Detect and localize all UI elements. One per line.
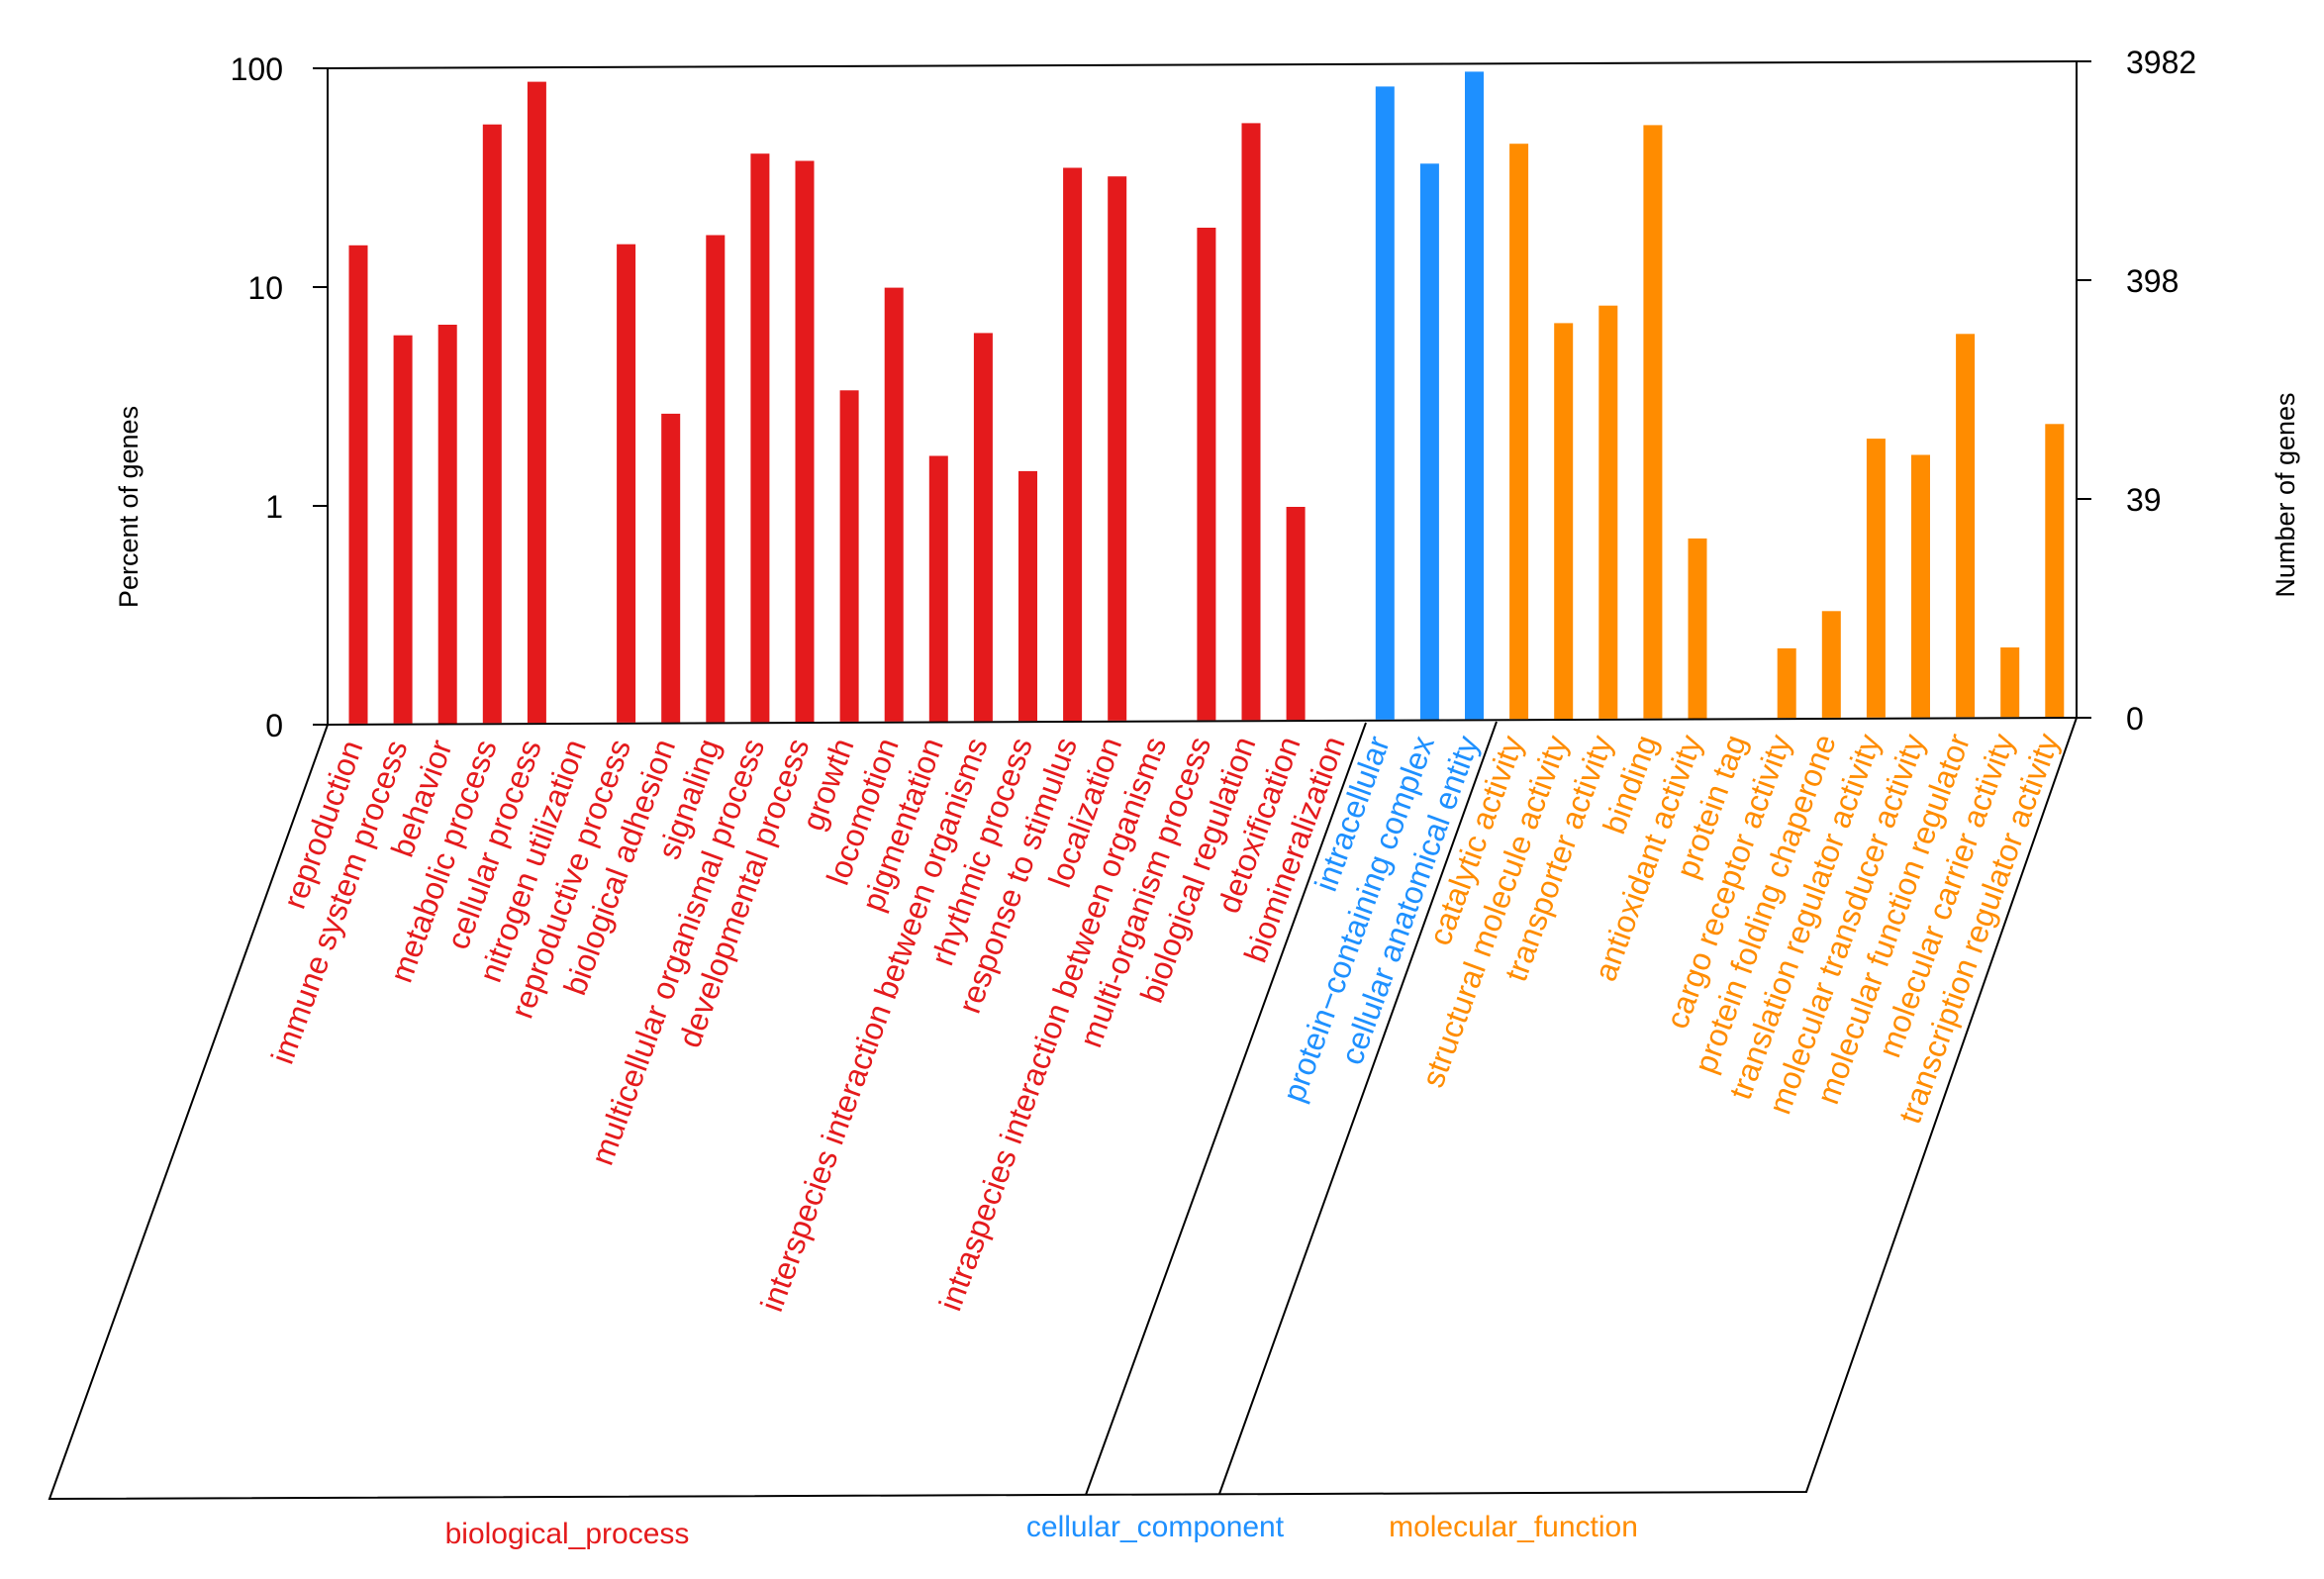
bar-developmental-process — [795, 160, 815, 723]
bar-transcription-regulator-activity — [2045, 424, 2065, 717]
bar-multi-organism-process — [1197, 228, 1216, 721]
bar-localization — [1108, 176, 1127, 721]
left-tick-label: 0 — [265, 708, 283, 743]
bar-metabolic-process — [482, 124, 502, 724]
left-axis-title: Percent of genes — [114, 406, 144, 608]
bar-molecular-function-regulator — [1956, 334, 1976, 718]
group-labels-layer: biological_process cellular_component mole… — [445, 1511, 1638, 1550]
tick-labels: 100 10 1 0 3982 398 39 0 — [231, 45, 2197, 743]
bar-catalytic-activity — [1509, 144, 1529, 720]
bar-behavior — [437, 325, 457, 724]
left-tick-label: 1 — [265, 489, 283, 525]
bar-immune-system-process — [393, 335, 413, 724]
right-tick-label: 39 — [2126, 482, 2162, 518]
bar-molecular-transducer-activity — [1911, 454, 1930, 718]
left-tick-label: 100 — [231, 51, 283, 87]
bar-pigmentation — [928, 455, 948, 722]
panel-divider-bp-cc — [1085, 722, 1367, 1496]
bar-structural-molecule-activity — [1554, 323, 1574, 720]
right-axis-title: Number of genes — [2271, 392, 2300, 597]
bar-locomotion — [884, 287, 904, 722]
bar-detoxification — [1286, 507, 1306, 721]
group-label-biological-process: biological_process — [445, 1518, 690, 1550]
bar-signaling — [706, 235, 726, 723]
bar-multicellular-organismal-process — [750, 153, 770, 723]
x-axis-baseline — [327, 717, 2078, 726]
bar-reproduction — [348, 245, 368, 724]
right-tick-label: 0 — [2126, 701, 2144, 737]
top-border — [327, 60, 2078, 69]
frame-layer — [48, 60, 2091, 1501]
bar-rhythmic-process — [1018, 470, 1037, 722]
bar-cellular-anatomical-entity — [1465, 71, 1484, 720]
right-tick-label: 398 — [2126, 263, 2179, 299]
bar-interspecies-interaction-between-organisms — [973, 333, 993, 722]
bar-cellular-process — [527, 81, 546, 724]
left-tick-label: 10 — [247, 270, 283, 306]
bar-biological-adhesion — [661, 413, 681, 723]
group-label-molecular-function: molecular_function — [1389, 1511, 1638, 1543]
bar-reproductive-process — [617, 244, 636, 723]
bar-transporter-activity — [1598, 305, 1618, 719]
bar-protein-folding-chaperone — [1821, 611, 1841, 718]
bar-molecular-carrier-activity — [2000, 647, 2020, 718]
group-label-cellular-component: cellular_component — [1026, 1511, 1285, 1543]
bar-cargo-receptor-activity — [1777, 647, 1796, 719]
right-tick-label: 3982 — [2126, 45, 2196, 80]
bar-intracellular — [1375, 86, 1395, 720]
bar-binding — [1643, 125, 1663, 719]
bar-biological-regulation — [1241, 123, 1261, 721]
bar-antioxidant-activity — [1688, 538, 1707, 719]
bar-growth — [839, 390, 859, 722]
panel-divider-cc-mf — [1218, 721, 1498, 1495]
bar-translation-regulator-activity — [1866, 439, 1886, 718]
bar-response-to-stimulus — [1063, 167, 1083, 721]
category-panel-outline — [48, 717, 2078, 1501]
bar-protein-containing-complex — [1419, 163, 1439, 720]
bars-layer — [348, 71, 2065, 724]
